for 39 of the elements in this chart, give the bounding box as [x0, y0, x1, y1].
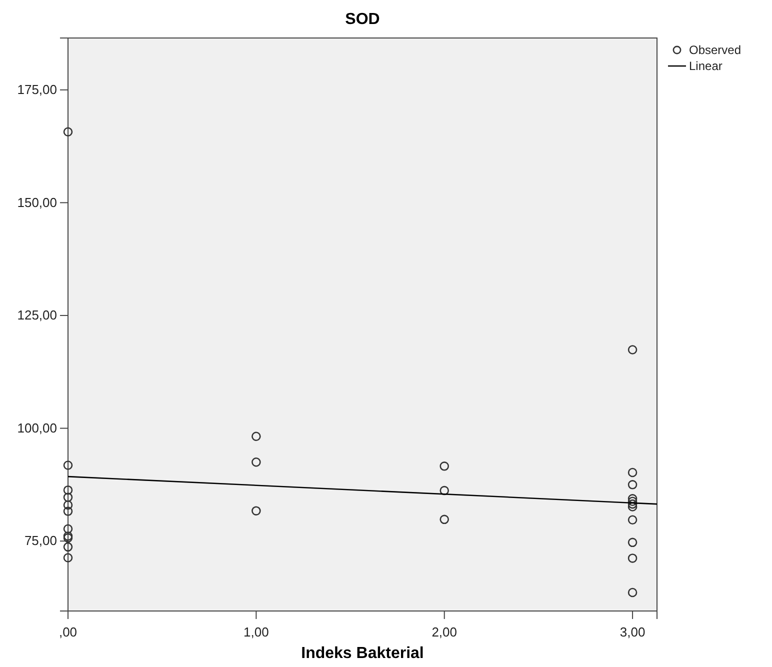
point: [63, 127, 73, 136]
point: [63, 500, 73, 510]
legend-label: Linear: [689, 59, 722, 74]
point: [63, 553, 73, 562]
point: [63, 485, 73, 495]
point: [628, 480, 638, 490]
point: [63, 492, 73, 502]
chart-title: SOD: [345, 11, 380, 28]
x-axis-title: Indeks Bakterial: [301, 645, 424, 662]
point: [252, 432, 261, 442]
legend-label: Observed: [689, 43, 742, 58]
x-tick-label: 3,00: [620, 624, 646, 640]
y-tick-label: 75,00: [24, 533, 57, 548]
point: [628, 496, 638, 506]
x-tick-label: 1,00: [244, 624, 269, 640]
point: [628, 345, 638, 354]
point: [628, 515, 638, 524]
point: [63, 524, 73, 534]
y-tick-label: 125,00: [17, 308, 57, 323]
point: [440, 462, 449, 471]
point: [63, 460, 73, 470]
point: [628, 494, 638, 504]
point: [628, 499, 638, 509]
y-tick-label: 150,00: [17, 194, 57, 210]
point: [252, 457, 261, 467]
point: [628, 502, 638, 512]
point: [440, 514, 449, 524]
point: [628, 588, 638, 598]
x-tick-label: 2,00: [432, 624, 458, 640]
point: [628, 554, 638, 563]
point: [440, 486, 449, 496]
point: [628, 468, 638, 478]
y-tick-label: 175,00: [17, 82, 57, 98]
point: [252, 506, 261, 516]
point: [63, 506, 73, 516]
point: [628, 538, 638, 548]
y-tick-label: 100,00: [17, 420, 57, 436]
x-tick-label: ,00: [58, 624, 78, 640]
point: [63, 542, 73, 552]
